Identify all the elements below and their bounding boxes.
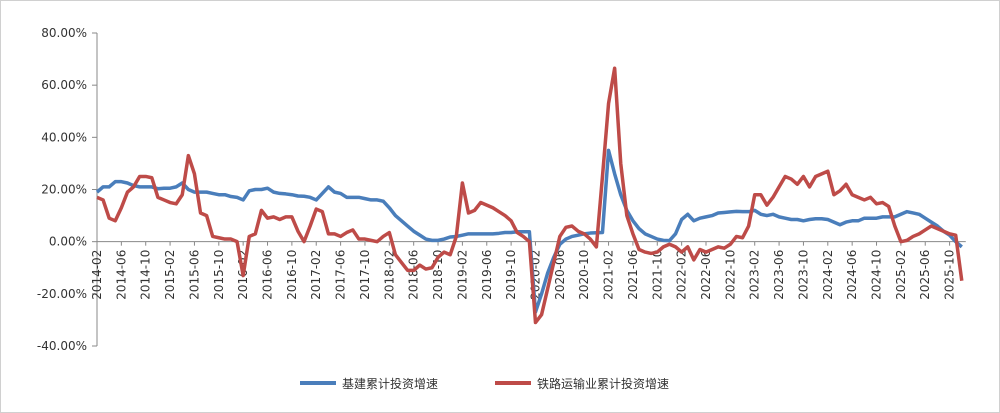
- y-tick-label: 40.00%: [41, 130, 87, 144]
- x-tick-label: 2014-02: [90, 250, 104, 300]
- x-tick-label: 2025-10: [943, 250, 957, 300]
- x-tick-label: 2021-10: [650, 250, 664, 300]
- x-tick-label: 2019-06: [480, 250, 494, 300]
- x-tick-label: 2023-06: [772, 250, 786, 300]
- x-tick-label: 2023-02: [748, 250, 762, 300]
- x-tick-label: 2025-02: [894, 250, 908, 300]
- x-tick-label: 2015-02: [163, 250, 177, 300]
- y-tick-label: 60.00%: [41, 78, 87, 92]
- x-tick-label: 2022-10: [723, 250, 737, 300]
- y-tick-label: 80.00%: [41, 26, 87, 40]
- x-tick-label: 2016-06: [261, 250, 275, 300]
- x-tick-label: 2024-02: [821, 250, 835, 300]
- x-tick-label: 2018-06: [407, 250, 421, 300]
- x-tick-label: 2020-06: [553, 250, 567, 300]
- x-tick-label: 2021-06: [626, 250, 640, 300]
- series-line: [96, 66, 964, 325]
- x-tick-label: 2014-06: [114, 250, 128, 300]
- x-tick-label: 2022-02: [675, 250, 689, 300]
- x-tick-label: 2015-06: [187, 250, 201, 300]
- x-tick-label: 2024-10: [870, 250, 884, 300]
- x-tick-label: 2015-10: [212, 250, 226, 300]
- x-tick-label: 2019-02: [455, 250, 469, 300]
- x-tick-label: 2017-06: [334, 250, 348, 300]
- x-tick-label: 2014-10: [139, 250, 153, 300]
- x-tick-label: 2021-02: [602, 250, 616, 300]
- x-tick-label: 2018-02: [382, 250, 396, 300]
- x-tick-label: 2023-10: [796, 250, 810, 300]
- x-tick-label: 2017-02: [309, 250, 323, 300]
- y-tick-label: -20.00%: [37, 287, 87, 301]
- x-tick-label: 2022-06: [699, 250, 713, 300]
- x-tick-label: 2019-10: [504, 250, 518, 300]
- y-tick-label: 0.00%: [49, 235, 87, 249]
- x-tick-label: 2020-10: [577, 250, 591, 300]
- y-tick-label: 20.00%: [41, 183, 87, 197]
- x-tick-label: 2016-10: [285, 250, 299, 300]
- legend-label: 基建累计投资增速: [342, 376, 438, 391]
- x-tick-label: 2017-10: [358, 250, 372, 300]
- x-tick-label: 2025-06: [918, 250, 932, 300]
- series-line: [95, 148, 963, 314]
- legend-label: 铁路运输业累计投资增速: [537, 376, 669, 391]
- x-tick-label: 2024-06: [845, 250, 859, 300]
- y-tick-label: -40.00%: [37, 339, 87, 353]
